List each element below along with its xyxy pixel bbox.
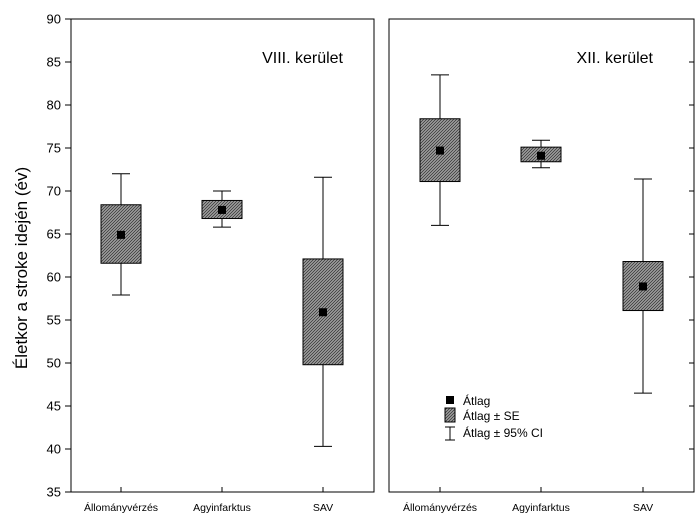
panel-1: VIII. kerület Állományvérzés Agyinfarktus S… [70, 18, 375, 514]
series-item: Agyinfarktus [193, 190, 251, 514]
y-tick-label-3: 50 [47, 356, 61, 371]
mean-marker [319, 308, 327, 317]
panel-2: XII. kerület Állományvérzés Agyinfarktus SA… [388, 18, 695, 514]
mean-marker [436, 146, 444, 155]
panel-title: VIII. kerület [262, 50, 343, 67]
x-tick-label: Állományvérzés [403, 501, 477, 514]
y-tick-label-1: 40 [47, 442, 61, 457]
x-tick-label: SAV [633, 502, 653, 514]
x-tick-label: Állományvérzés [84, 501, 158, 514]
y-axis-label: Életkor a stroke idején (év) [12, 167, 31, 369]
mean-marker [639, 282, 647, 291]
y-tick-label-7: 70 [47, 184, 61, 199]
y-tick-label-5: 60 [47, 270, 61, 285]
legend-label-ci: Átlag ± 95% CI [463, 425, 543, 440]
series-item: Agyinfarktus [512, 139, 570, 514]
y-tick-label-9: 80 [47, 98, 61, 113]
x-tick-label: Agyinfarktus [512, 502, 570, 514]
panel-frame [388, 18, 695, 493]
series-item: SAV [622, 178, 664, 514]
legend-mean-symbol [446, 396, 454, 404]
mean-marker [537, 151, 545, 160]
panels: VIII. kerület Állományvérzés Agyinfarktus S… [70, 18, 695, 514]
y-tick-label-4: 55 [47, 313, 61, 328]
mean-marker [117, 230, 125, 239]
x-tick-label: SAV [313, 502, 333, 514]
legend-label-se: Átlag ± SE [463, 408, 520, 423]
legend-label-mean: Átlag [463, 393, 490, 408]
panel-title: XII. kerület [577, 50, 654, 67]
series-item: SAV [302, 176, 344, 514]
y-tick-label-11: 90 [47, 12, 61, 27]
y-tick-label-8: 75 [47, 141, 61, 156]
mean-marker [218, 205, 226, 214]
y-tick-label-10: 85 [47, 55, 61, 70]
y-tick-label-0: 35 [47, 485, 61, 500]
legend-se-symbol [444, 407, 456, 423]
series-item: Állományvérzés [84, 173, 158, 514]
y-tick-label-2: 45 [47, 399, 61, 414]
y-axis: 35 40 45 50 55 60 65 70 75 80 85 90 [47, 12, 71, 500]
x-tick-label: Agyinfarktus [193, 502, 251, 514]
y-tick-label-6: 65 [47, 227, 61, 242]
series-item: Állományvérzés [403, 74, 477, 514]
